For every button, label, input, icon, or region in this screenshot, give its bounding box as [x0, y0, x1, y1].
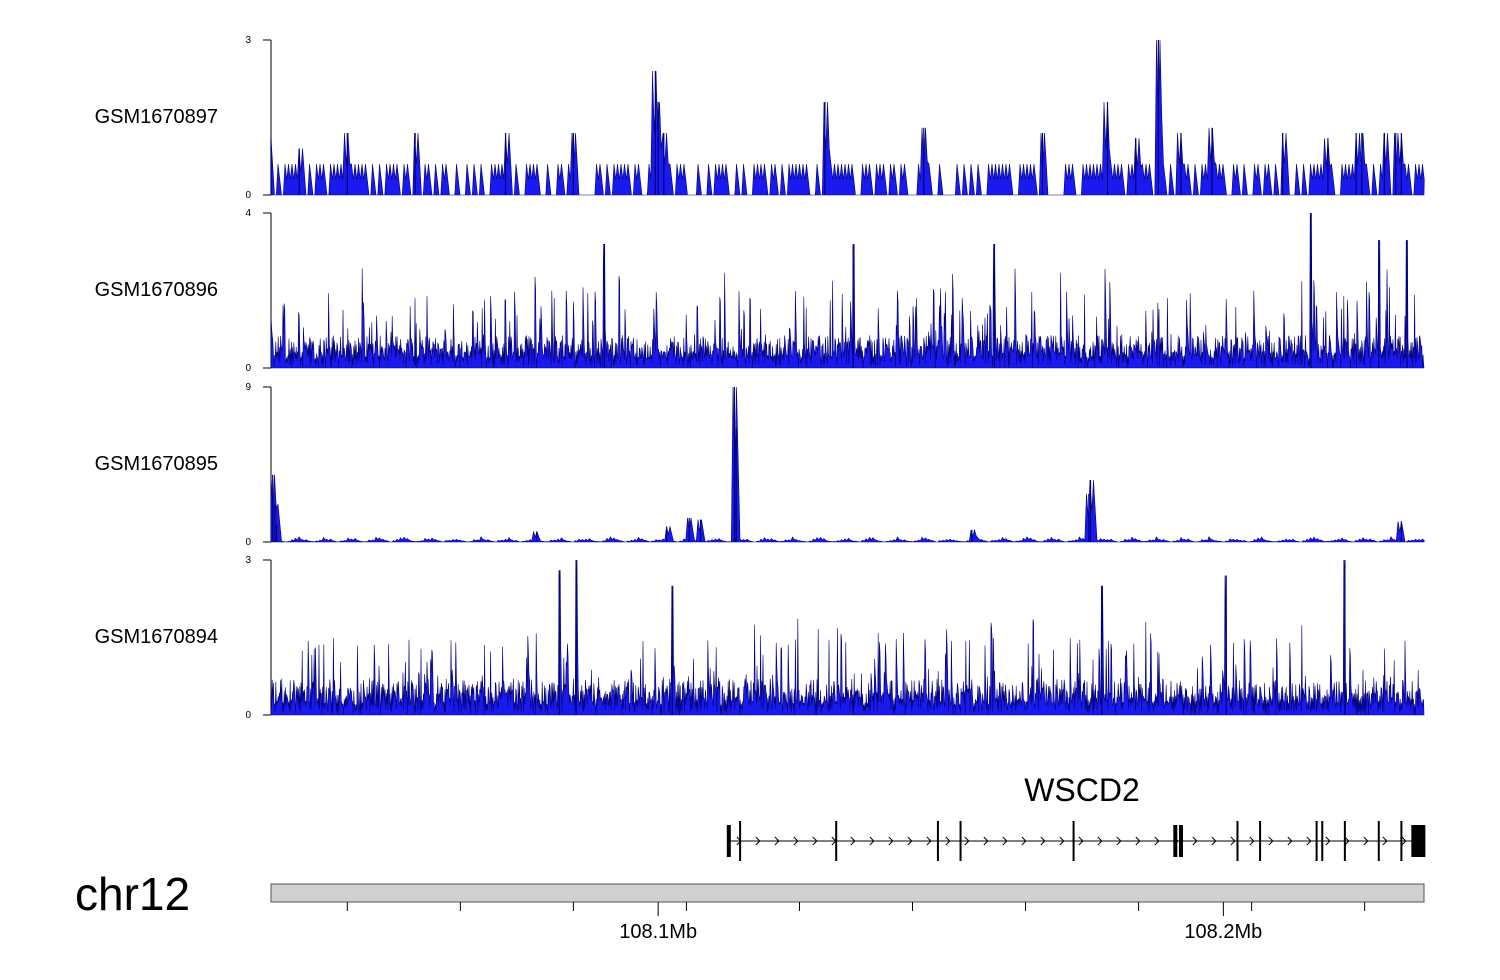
gene-exon: [835, 821, 838, 861]
gene-exon: [1411, 825, 1426, 857]
strand-arrow: [1097, 836, 1103, 846]
strand-arrow: [1021, 836, 1027, 846]
gene-exon: [739, 821, 742, 861]
signal-area: [270, 559, 1425, 716]
strand-arrow: [945, 836, 951, 846]
y-tick-label: 0: [245, 363, 251, 374]
track-label: GSM1670895: [95, 453, 218, 475]
strand-arrow: [907, 836, 913, 846]
track-gsm1670896: GSM1670896 4 0: [95, 208, 1425, 374]
strand-arrow: [926, 836, 932, 846]
strand-arrow: [1249, 836, 1255, 846]
strand-arrow: [755, 836, 761, 846]
gene-exons: [726, 821, 1426, 861]
signal-area: [270, 386, 1425, 543]
track-gsm1670897: GSM1670897 3 0: [95, 35, 1425, 201]
strand-arrow: [1268, 836, 1274, 846]
track-gsm1670895: GSM1670895 9 0: [95, 382, 1425, 548]
track-gsm1670894: GSM1670894 3 0: [95, 555, 1425, 721]
track-label: GSM1670897: [95, 106, 218, 128]
strand-arrow: [1401, 836, 1407, 846]
x-tick-label: 108.1Mb: [619, 921, 697, 943]
strand-arrow: [1192, 836, 1198, 846]
strand-arrow: [1363, 836, 1369, 846]
gene-exon: [936, 821, 939, 861]
gene-strand-arrows: [736, 836, 1407, 846]
genomic-coordinate-axis: 108.1Mb 108.2Mb: [271, 901, 1424, 943]
signal-area: [270, 212, 1425, 369]
y-tick-label: 3: [245, 555, 251, 566]
gene-exon: [1400, 821, 1403, 861]
y-tick-label: 0: [245, 537, 251, 548]
strand-arrow: [774, 836, 780, 846]
gene-exon: [1321, 821, 1324, 861]
strand-arrow: [869, 836, 875, 846]
strand-arrow: [1002, 836, 1008, 846]
chromosome-track: chr12 108.1Mb 108.2Mb: [75, 868, 1425, 943]
strand-arrow: [964, 836, 970, 846]
track-label: GSM1670896: [95, 279, 218, 301]
strand-arrow: [1040, 836, 1046, 846]
strand-arrow: [983, 836, 989, 846]
gene-exon: [1377, 821, 1380, 861]
x-tick-label: 108.2Mb: [1184, 921, 1262, 943]
strand-arrow: [1116, 836, 1122, 846]
y-tick-label: 4: [245, 208, 251, 219]
track-label: GSM1670894: [95, 626, 218, 648]
y-tick-label: 0: [245, 190, 251, 201]
strand-arrow: [1382, 836, 1388, 846]
gene-exon: [1236, 821, 1239, 861]
strand-arrow: [1306, 836, 1312, 846]
strand-arrow: [1287, 836, 1293, 846]
gene-exon: [1173, 825, 1178, 857]
gene-exon: [1343, 821, 1346, 861]
gene-exon: [959, 821, 962, 861]
y-tick-label: 9: [245, 382, 251, 393]
signal-area: [270, 39, 1425, 196]
strand-arrow: [850, 836, 856, 846]
data-tracks: GSM167089730GSM167089640GSM167089590GSM1…: [95, 35, 1425, 721]
strand-arrow: [1135, 836, 1141, 846]
gene-label: WSCD2: [1024, 772, 1140, 808]
chromosome-label: chr12: [75, 868, 190, 920]
strand-arrow: [793, 836, 799, 846]
strand-arrow: [1059, 836, 1065, 846]
strand-arrow: [812, 836, 818, 846]
y-tick-label: 3: [245, 35, 251, 46]
strand-arrow: [1154, 836, 1160, 846]
gene-annotation-track: WSCD2: [726, 772, 1426, 861]
y-tick-label: 0: [245, 710, 251, 721]
strand-arrow: [1078, 836, 1084, 846]
strand-arrow: [1344, 836, 1350, 846]
strand-arrow: [1230, 836, 1236, 846]
gene-exon: [1315, 821, 1318, 861]
gene-exon: [1259, 821, 1262, 861]
gene-exon: [1072, 821, 1075, 861]
gene-exon: [1178, 825, 1183, 857]
chromosome-ideogram-band: [270, 883, 1425, 903]
gene-exon: [726, 825, 731, 857]
strand-arrow: [1211, 836, 1217, 846]
strand-arrow: [1325, 836, 1331, 846]
strand-arrow: [888, 836, 894, 846]
